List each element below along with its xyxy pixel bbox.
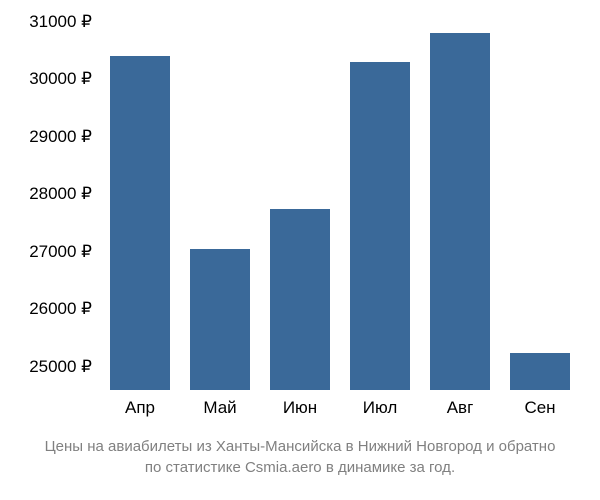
x-tick-label: Май xyxy=(203,398,236,418)
y-tick-label: 26000 ₽ xyxy=(2,299,92,319)
x-tick-label: Июл xyxy=(363,398,398,418)
x-tick-label: Июн xyxy=(283,398,317,418)
x-tick-label: Авг xyxy=(447,398,474,418)
x-tick-label: Сен xyxy=(524,398,555,418)
plot-area xyxy=(100,10,580,390)
bar xyxy=(270,209,330,390)
x-tick-label: Апр xyxy=(125,398,155,418)
y-tick-label: 29000 ₽ xyxy=(2,127,92,147)
y-tick-label: 25000 ₽ xyxy=(2,357,92,377)
y-tick-label: 30000 ₽ xyxy=(2,69,92,89)
y-tick-label: 31000 ₽ xyxy=(2,12,92,32)
bar xyxy=(350,62,410,390)
bar xyxy=(110,56,170,390)
y-tick-label: 27000 ₽ xyxy=(2,242,92,262)
caption-line-1: Цены на авиабилеты из Ханты-Мансийска в … xyxy=(0,437,600,457)
price-chart: Цены на авиабилеты из Ханты-Мансийска в … xyxy=(0,0,600,500)
bar xyxy=(510,353,570,390)
bar xyxy=(430,33,490,390)
caption-line-2: по статистике Csmia.aero в динамике за г… xyxy=(0,458,600,478)
y-tick-label: 28000 ₽ xyxy=(2,184,92,204)
bar xyxy=(190,249,250,390)
